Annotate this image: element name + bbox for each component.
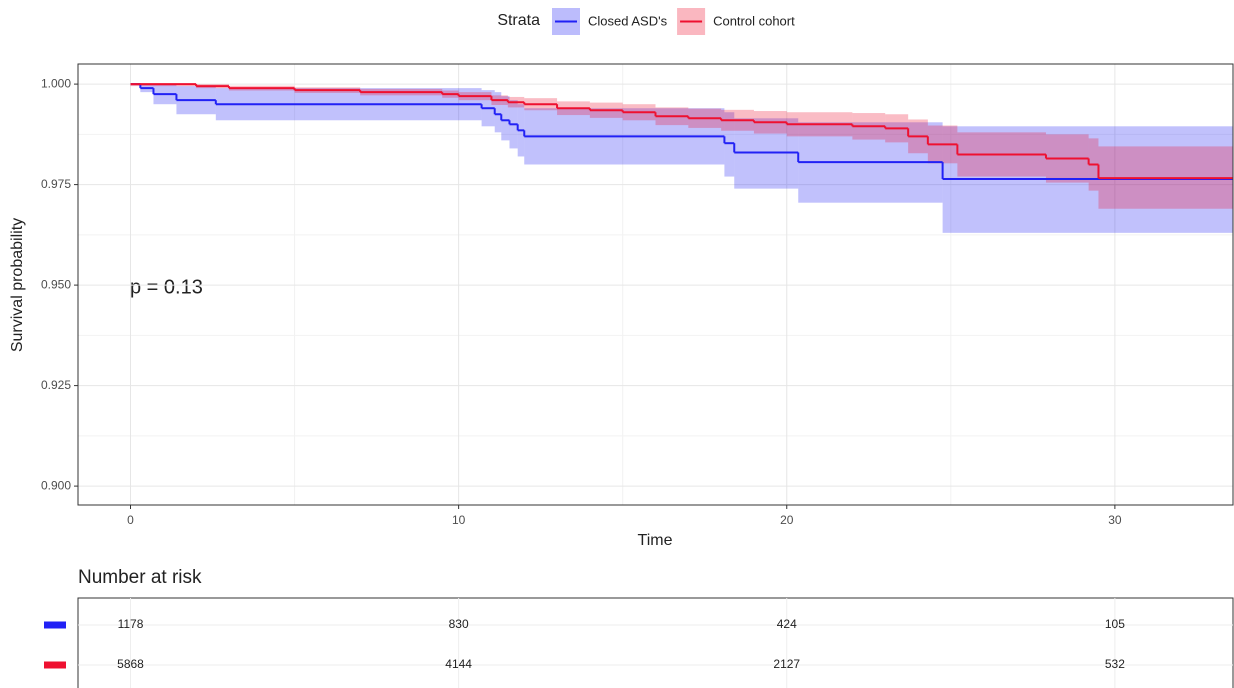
risk-count: 1178 [118, 617, 144, 631]
risk-count: 424 [777, 617, 797, 631]
risk-count: 2127 [773, 657, 800, 671]
p-value: p = 0.13 [130, 276, 203, 298]
row-key [44, 661, 66, 669]
y-tick-label: 0.900 [41, 478, 71, 492]
table-border [77, 597, 1234, 688]
risk-count: 532 [1105, 657, 1125, 671]
y-tick-label: 0.975 [41, 177, 71, 191]
legend-title: Strata [497, 12, 540, 29]
table-title: Number at risk [78, 567, 202, 588]
plot-area [130, 83, 1233, 233]
confidence-band [501, 96, 510, 141]
x-tick-label: 0 [127, 513, 134, 527]
row-key [44, 621, 66, 629]
x-tick-label: 10 [452, 513, 466, 527]
confidence-band [724, 112, 735, 177]
confidence-band [494, 92, 502, 133]
x-axis-title: Time [638, 532, 673, 549]
y-tick-label: 0.950 [41, 277, 71, 291]
plot-border [77, 63, 1234, 506]
confidence-band [130, 84, 197, 87]
y-tick-label: 0.925 [41, 378, 71, 392]
risk-count: 4144 [445, 657, 472, 671]
legend-label: Control cohort [713, 13, 795, 28]
risk-count: 830 [449, 617, 469, 631]
y-tick-label: 1.000 [41, 76, 71, 90]
y-axis-title: Survival probability [9, 218, 26, 352]
risk-count: 105 [1105, 617, 1125, 631]
x-tick-label: 20 [780, 513, 794, 527]
confidence-band [734, 118, 799, 189]
x-tick-label: 30 [1108, 513, 1122, 527]
risk-count: 5868 [117, 657, 144, 671]
legend-label: Closed ASD's [588, 13, 668, 28]
